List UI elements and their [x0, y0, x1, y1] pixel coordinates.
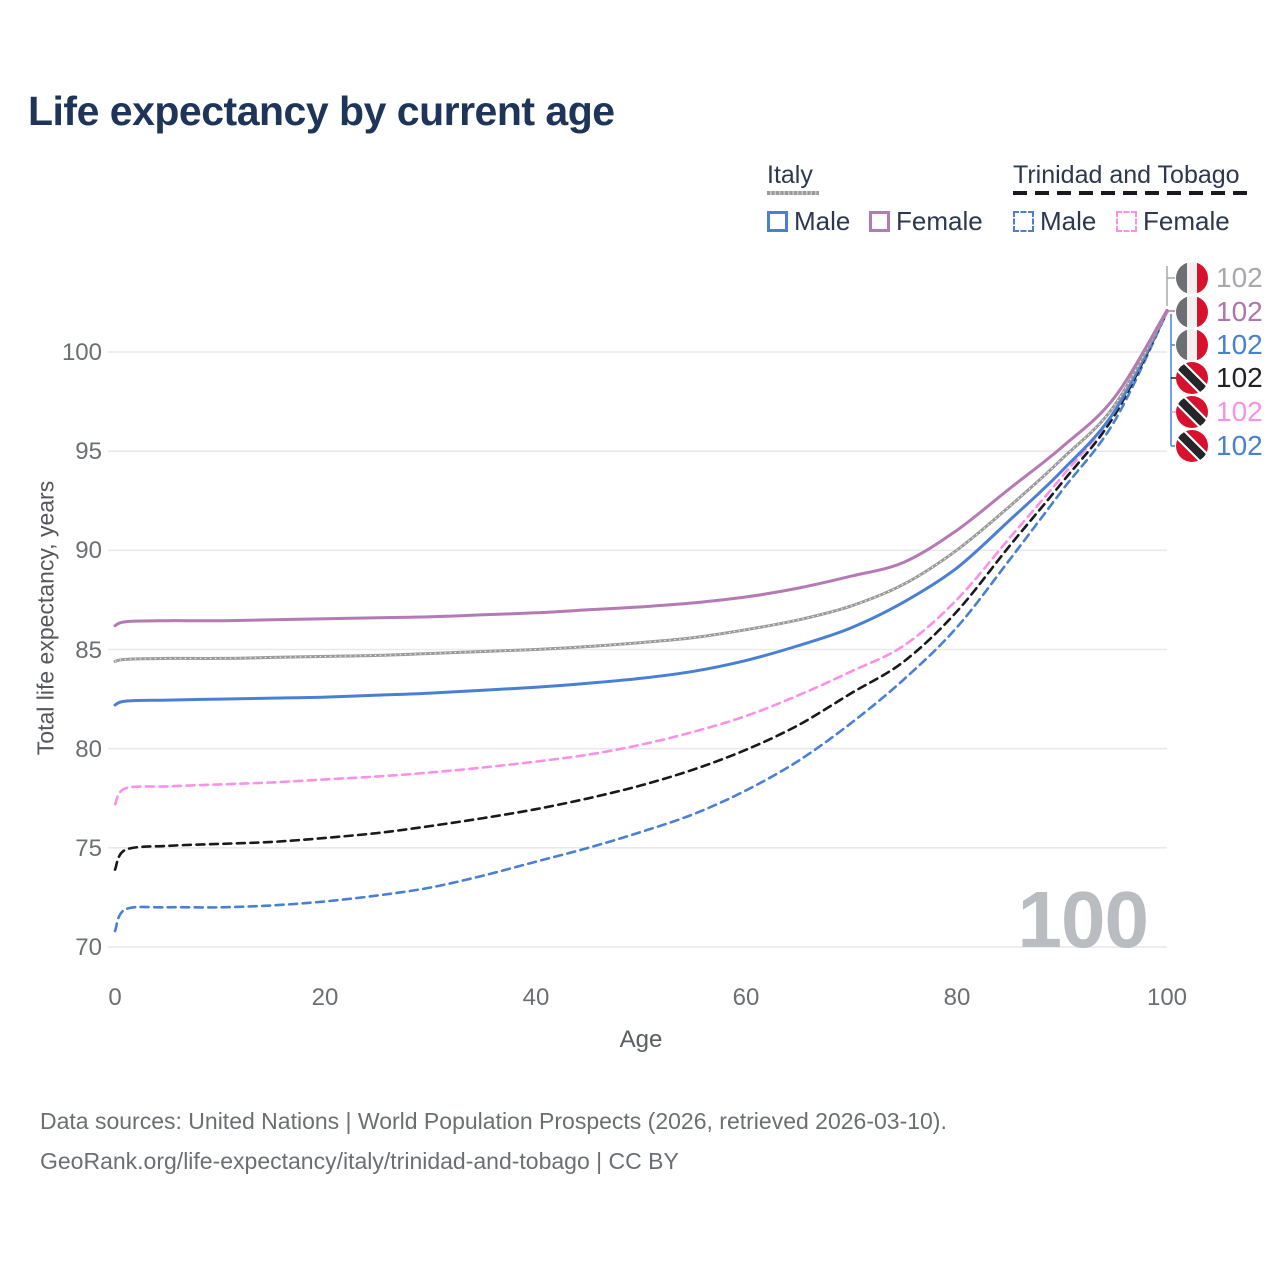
- page-title: Life expectancy by current age: [28, 88, 615, 134]
- end-label-row: 102: [1176, 328, 1263, 362]
- x-tick-label: 40: [522, 984, 550, 1011]
- legend-label: Male: [794, 206, 851, 236]
- age-watermark: 100: [1017, 875, 1149, 964]
- end-label-value: 102: [1216, 396, 1263, 427]
- italy-flag-icon: [1176, 262, 1208, 294]
- trinidad-flag-icon: [1176, 396, 1208, 428]
- legend-item-trinidad-male[interactable]: Male: [1013, 206, 1096, 237]
- end-label-row: 102: [1176, 261, 1263, 295]
- x-tick-label: 80: [943, 984, 971, 1011]
- end-label-row: 102: [1176, 395, 1263, 429]
- x-axis-title: Age: [619, 1026, 663, 1053]
- legend-item-italy-male[interactable]: Male: [767, 206, 850, 237]
- y-tick-label: 85: [75, 637, 102, 664]
- y-tick-label: 100: [61, 339, 102, 366]
- y-tick-label: 70: [75, 934, 102, 961]
- data-sources-text: Data sources: United Nations | World Pop…: [40, 1108, 947, 1134]
- italy-male-swatch-icon: [767, 211, 788, 232]
- italy-female-swatch-icon: [869, 211, 890, 232]
- source-url-text[interactable]: GeoRank.org/life-expectancy/italy/trinid…: [40, 1148, 679, 1174]
- italy-flag-icon: [1176, 329, 1208, 361]
- end-label-row: 102: [1176, 361, 1263, 395]
- legend-label: Male: [1040, 206, 1097, 236]
- legend-label: Female: [896, 206, 983, 236]
- trinidad-female-swatch-icon: [1116, 211, 1137, 232]
- end-label-row: 102: [1176, 429, 1263, 463]
- end-label-value: 102: [1216, 362, 1263, 393]
- italy-flag-icon: [1176, 296, 1208, 328]
- y-tick-label: 75: [75, 835, 102, 862]
- legend-item-trinidad-female[interactable]: Female: [1116, 206, 1230, 237]
- trinidad-flag-icon: [1176, 430, 1208, 462]
- italy-line-style-sample: [767, 191, 819, 195]
- y-tick-label: 95: [75, 438, 102, 465]
- y-tick-label: 80: [75, 736, 102, 763]
- legend-group-trinidad: Trinidad and Tobago: [1013, 161, 1240, 189]
- trinidad-line-style-sample: [1013, 191, 1247, 195]
- x-tick-label: 60: [732, 984, 760, 1011]
- end-label-value: 102: [1216, 430, 1263, 461]
- legend-group-italy: Italy: [767, 161, 813, 189]
- end-label-value: 102: [1216, 296, 1263, 327]
- trinidad-flag-icon: [1176, 362, 1208, 394]
- y-axis-title: Total life expectancy, years: [32, 480, 59, 756]
- y-tick-label: 90: [75, 537, 102, 564]
- legend-item-italy-female[interactable]: Female: [869, 206, 983, 237]
- end-label-value: 102: [1216, 262, 1263, 293]
- end-label-row: 102: [1176, 295, 1263, 329]
- end-label-value: 102: [1216, 329, 1263, 360]
- x-tick-label: 20: [311, 984, 339, 1011]
- legend-label: Female: [1143, 206, 1230, 236]
- x-tick-label: 0: [108, 984, 122, 1011]
- trinidad-male-swatch-icon: [1013, 211, 1034, 232]
- x-tick-label: 100: [1146, 984, 1188, 1011]
